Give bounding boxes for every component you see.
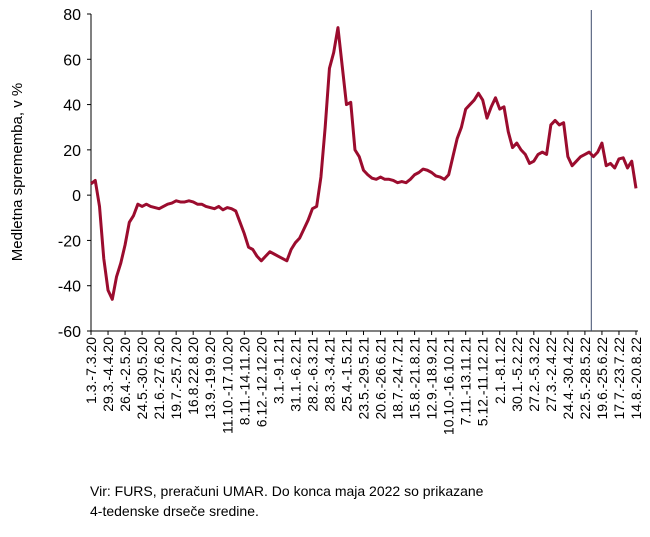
x-tick-label: 20.6.-26.6.21 (373, 337, 389, 420)
x-tick-label: 8.11.-14.11.20 (236, 337, 252, 425)
x-tick-label: 14.8.-20.8.22 (628, 337, 644, 420)
y-tick-label: 0 (72, 188, 81, 205)
x-tick-label: 24.4.-30.4.22 (560, 337, 576, 420)
x-tick-label: 19.6.-25.6.22 (594, 337, 610, 420)
x-tick-label: 19.7.-25.7.20 (168, 337, 184, 420)
y-tick-label: -20 (58, 233, 81, 250)
x-tick-label: 28.2.-6.3.21 (304, 337, 320, 412)
x-tick-label: 7.11.-13.11.21 (458, 337, 474, 425)
x-tick-label: 5.12.-11.12.21 (475, 337, 491, 426)
y-tick-label: 20 (63, 143, 81, 160)
x-tick-label: 6.12.-12.12.20 (253, 337, 269, 428)
x-tick-label: 3.1.-9.1.21 (270, 337, 286, 404)
x-tick-label: 24.5.-30.5.20 (134, 337, 150, 420)
x-tick-label: 1.3.-7.3.20 (83, 337, 99, 404)
x-tick-label: 17.7.-23.7.22 (611, 337, 627, 420)
x-tick-label: 31.1.-6.2.21 (287, 337, 303, 412)
note: Vir: FURS, preračuni UMAR. Do konca maja… (90, 483, 484, 499)
x-tick-label: 22.5.-28.5.22 (577, 337, 593, 420)
y-tick-label: 60 (63, 52, 81, 69)
x-tick-label: 25.4.-1.5.21 (338, 337, 354, 412)
y-axis-label: Medletna sprememba, v % (9, 83, 26, 261)
y-tick-label: -40 (58, 279, 81, 296)
x-tick-label: 12.9.-18.9.21 (424, 337, 440, 420)
x-tick-label: 26.4.-2.5.20 (117, 337, 133, 412)
x-tick-label: 27.2.-5.3.22 (526, 337, 542, 412)
x-tick-label: 21.6.-27.6.20 (151, 337, 167, 420)
y-tick-label: -60 (58, 324, 81, 341)
x-tick-label: 2.1.-8.1.22 (492, 337, 508, 404)
line (90, 26, 638, 301)
x-tick-label: 18.7.-24.7.21 (390, 337, 406, 420)
x-tick-label: 28.3.-3.4.21 (321, 337, 337, 412)
x-tick-label: 27.3.-2.4.22 (543, 337, 559, 412)
x-tick-label: 11.10.-17.10.20 (219, 337, 235, 434)
x-tick-label: 30.1.-5.2.22 (509, 337, 525, 412)
x-tick-label: 15.8.-21.8.21 (407, 337, 423, 420)
x-tick-label: 16.8.22.8.20 (185, 337, 201, 415)
x-tick-label: 23.5.-29.5.21 (356, 337, 372, 420)
note: 4-tedenske drseče sredine. (90, 503, 259, 519)
x-tick-label: 13.9.-19.9.20 (202, 337, 218, 420)
x-tick-label: 29.3.-4.4.20 (100, 337, 116, 412)
y-tick-label: 80 (63, 7, 81, 24)
x-tick-label: 10.10.-16.10.21 (441, 337, 457, 435)
y-tick-label: 40 (63, 98, 81, 115)
